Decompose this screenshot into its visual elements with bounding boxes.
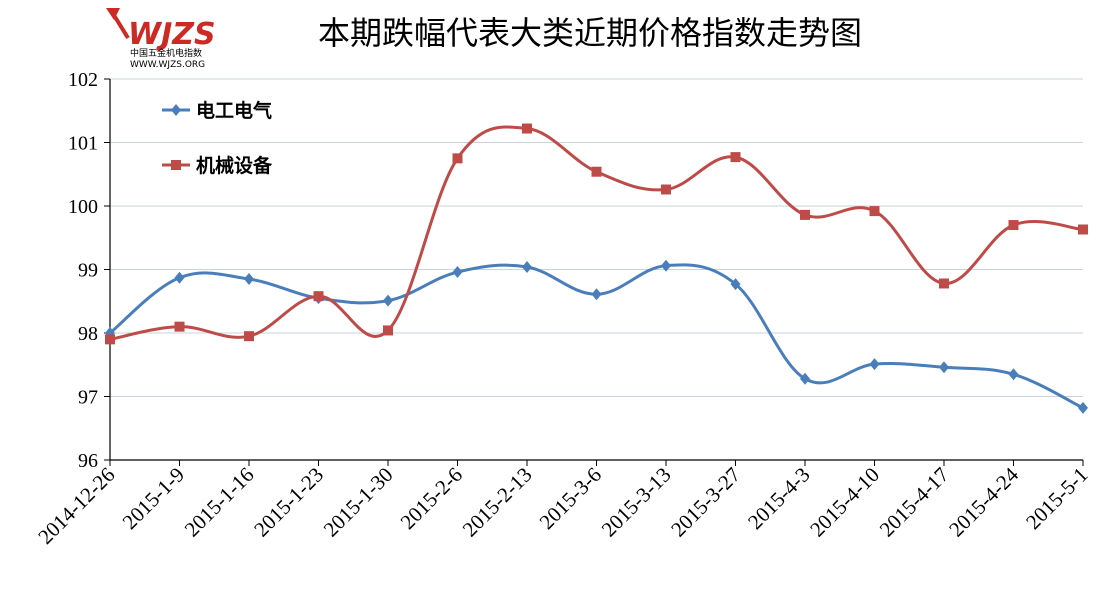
x-tick-label: 2015-3-13 bbox=[597, 463, 676, 542]
data-point bbox=[730, 152, 741, 163]
x-tick-label: 2015-2-6 bbox=[396, 463, 467, 534]
x-tick-label: 2015-1-16 bbox=[180, 463, 259, 542]
y-tick-label: 100 bbox=[68, 196, 98, 218]
y-tick-label: 98 bbox=[78, 323, 98, 345]
series-2 bbox=[105, 123, 1088, 345]
axes bbox=[104, 78, 1084, 466]
legend-label: 机械设备 bbox=[196, 154, 273, 177]
x-tick-label: 2015-4-24 bbox=[944, 462, 1023, 541]
logo-name: 中国五金机电指数 bbox=[130, 47, 202, 59]
data-point bbox=[869, 358, 880, 371]
x-tick-label: 2015-1-23 bbox=[249, 463, 328, 542]
x-axis-ticks: 2014-12-262015-1-92015-1-162015-1-232015… bbox=[33, 462, 1092, 549]
data-point bbox=[522, 260, 532, 273]
data-point bbox=[939, 278, 949, 289]
data-point bbox=[869, 206, 880, 217]
legend-marker bbox=[171, 104, 181, 116]
data-point bbox=[591, 288, 602, 301]
data-point bbox=[800, 372, 810, 385]
data-point bbox=[174, 321, 185, 332]
series-1 bbox=[105, 259, 1088, 414]
chart-title: 本期跌幅代表大类近期价格指数走势图 bbox=[318, 14, 862, 52]
y-tick-label: 102 bbox=[68, 69, 98, 91]
y-tick-label: 96 bbox=[78, 450, 98, 472]
data-point bbox=[452, 266, 463, 279]
x-tick-label: 2015-2-13 bbox=[458, 463, 537, 542]
x-tick-label: 2015-1-30 bbox=[319, 463, 398, 542]
x-tick-label: 2015-3-6 bbox=[535, 463, 606, 534]
series-group bbox=[105, 123, 1088, 414]
series-line bbox=[109, 125, 1084, 341]
data-point bbox=[522, 123, 532, 134]
data-point bbox=[1008, 368, 1019, 381]
data-point bbox=[383, 325, 393, 336]
data-point bbox=[730, 278, 741, 291]
logo-brand: WJZS bbox=[128, 17, 216, 52]
logo: WJZS 中国五金机电指数 WWW.WJZS.ORG bbox=[106, 8, 216, 70]
x-tick-label: 2015-4-10 bbox=[805, 463, 884, 542]
data-point bbox=[1008, 220, 1019, 231]
data-point bbox=[313, 291, 324, 302]
y-axis-ticks: 96 97 98 99 100 101 102 bbox=[68, 69, 98, 472]
data-point bbox=[105, 334, 115, 345]
legend-marker bbox=[171, 160, 181, 170]
series-line bbox=[109, 263, 1084, 410]
data-point bbox=[591, 166, 602, 177]
data-point bbox=[174, 271, 185, 284]
legend-label: 电工电气 bbox=[196, 99, 272, 122]
y-tick-label: 101 bbox=[68, 133, 98, 155]
data-point bbox=[1078, 224, 1088, 235]
logo-url: WWW.WJZS.ORG bbox=[130, 60, 205, 70]
data-point bbox=[661, 184, 671, 195]
data-point bbox=[939, 361, 949, 374]
x-tick-label: 2014-12-26 bbox=[33, 463, 119, 549]
data-point bbox=[452, 153, 463, 164]
gridlines bbox=[110, 78, 1083, 397]
x-tick-label: 2015-4-17 bbox=[875, 463, 954, 542]
data-point bbox=[244, 273, 254, 286]
y-tick-label: 97 bbox=[78, 387, 98, 409]
x-tick-label: 2015-1-9 bbox=[118, 463, 189, 534]
x-tick-label: 2015-4-3 bbox=[743, 463, 814, 534]
data-point bbox=[244, 331, 254, 342]
data-point bbox=[1078, 401, 1088, 414]
data-point bbox=[383, 294, 393, 307]
data-point bbox=[661, 259, 671, 272]
logo-arrow-icon bbox=[106, 8, 130, 40]
x-tick-label: 2015-3-27 bbox=[666, 463, 745, 542]
y-tick-label: 99 bbox=[78, 260, 98, 282]
data-point bbox=[800, 209, 810, 220]
x-tick-label: 2015-5-1 bbox=[1021, 463, 1092, 534]
